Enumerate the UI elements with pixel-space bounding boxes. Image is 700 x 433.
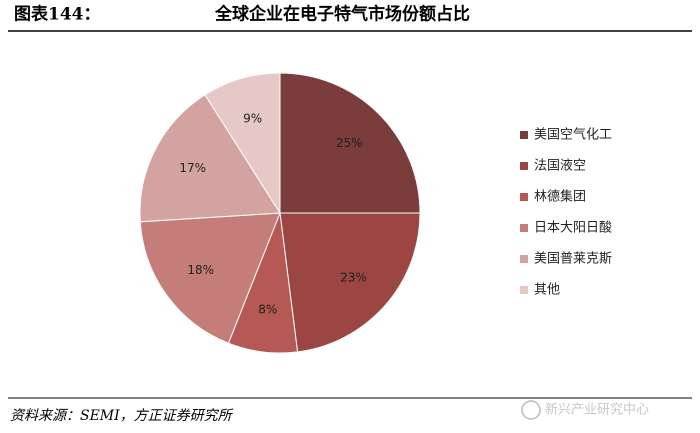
source: 资料来源：SEMI，方正证券研究所 <box>10 408 234 424</box>
legend-label: 其他 <box>534 283 560 298</box>
pie-slice <box>139 94 281 223</box>
data-label: 25% <box>336 136 363 150</box>
figure-label: 图表144： <box>14 4 101 25</box>
legend-swatch <box>520 286 528 294</box>
legend-swatch <box>520 131 528 139</box>
legend-label: 林德集团 <box>534 189 586 205</box>
pie-slice <box>279 72 421 214</box>
legend-label: 美国空气化工 <box>534 127 612 143</box>
pie-slice <box>279 212 421 353</box>
pie-slice <box>204 72 281 215</box>
legend-label: 日本大阳日酸 <box>534 221 612 236</box>
legend-swatch <box>520 255 528 263</box>
watermark-icon <box>521 400 541 420</box>
legend-swatch <box>520 193 528 201</box>
legend-label: 法国液空 <box>534 159 586 174</box>
watermark: 新兴产业研究中心 <box>545 402 649 418</box>
legend-swatch <box>520 162 528 170</box>
data-label: 17% <box>179 161 206 175</box>
legend-label: 美国普莱克斯 <box>534 252 612 267</box>
pie-slice <box>139 212 281 344</box>
data-label: 23% <box>340 270 367 284</box>
data-label: 9% <box>243 111 262 125</box>
legend-swatch <box>520 224 528 232</box>
chart-title: 全球企业在电子特气市场份额占比 <box>214 4 470 25</box>
data-label: 18% <box>187 263 214 277</box>
data-label: 8% <box>258 303 277 317</box>
